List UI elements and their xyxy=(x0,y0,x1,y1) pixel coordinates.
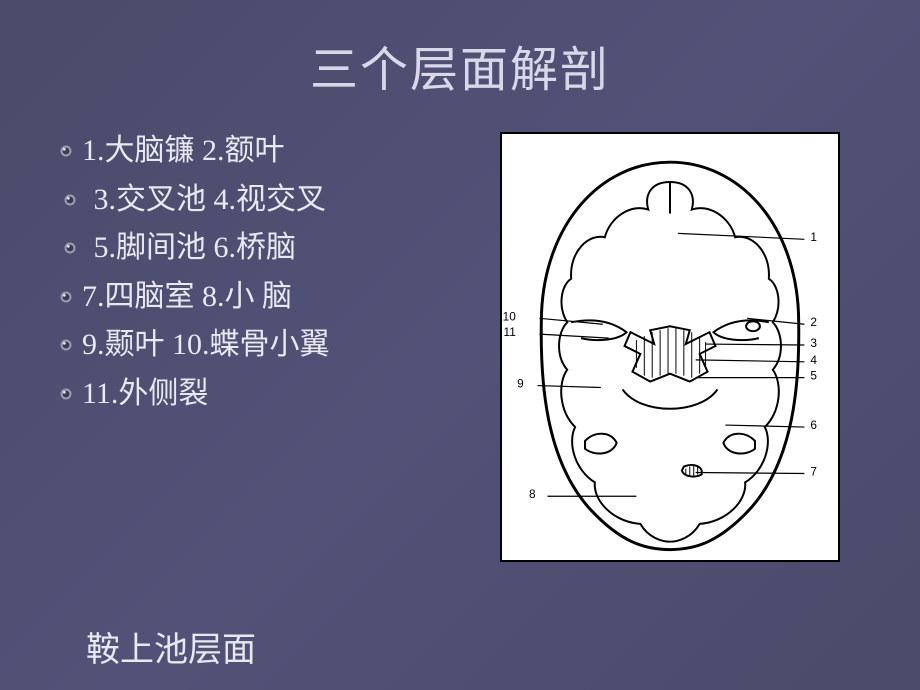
bullet-icon xyxy=(64,242,76,254)
bullet-text: 5.脚间池 6.桥脑 xyxy=(86,225,296,272)
right-hole xyxy=(746,321,760,331)
content-row: 1.大脑镰 2.额叶 3.交叉池 4.视交叉 5.脚间池 6.桥脑7.四脑室 8… xyxy=(60,128,860,562)
bullet-row: 1.大脑镰 2.额叶 xyxy=(60,128,480,175)
bullet-text: 7.四脑室 8.小 脑 xyxy=(82,274,292,321)
slide: 三个层面解剖 1.大脑镰 2.额叶 3.交叉池 4.视交叉 5.脚间池 6.桥脑… xyxy=(0,0,920,690)
cistern-hatching xyxy=(636,328,705,377)
right-wing xyxy=(713,320,768,340)
bullet-text: 9.颞叶 10.蝶骨小翼 xyxy=(82,322,330,369)
label-number: 11 xyxy=(504,325,517,339)
bullet-row: 9.颞叶 10.蝶骨小翼 xyxy=(60,322,480,369)
bullet-row: 11.外侧裂 xyxy=(60,371,480,418)
leader-line xyxy=(696,360,805,362)
leader-line xyxy=(696,473,805,474)
figure-container: 1 2 3 4 5 6 7 10 11 9 8 xyxy=(480,128,860,562)
bullet-icon xyxy=(60,388,72,400)
left-temporal-bump xyxy=(585,434,617,454)
bullet-icon xyxy=(60,145,72,157)
cortex-outline xyxy=(559,182,781,542)
right-temporal-bump xyxy=(723,434,755,454)
pons-arc xyxy=(623,389,718,408)
label-number: 7 xyxy=(810,464,817,478)
label-number: 3 xyxy=(810,336,817,350)
bullet-row: 7.四脑室 8.小 脑 xyxy=(60,274,480,321)
label-number: 4 xyxy=(810,353,817,367)
slide-title: 三个层面解剖 xyxy=(60,30,860,100)
anatomy-svg: 1 2 3 4 5 6 7 10 11 9 8 xyxy=(502,134,838,560)
label-number: 2 xyxy=(810,315,817,329)
bullet-list: 1.大脑镰 2.额叶 3.交叉池 4.视交叉 5.脚间池 6.桥脑7.四脑室 8… xyxy=(60,128,480,419)
label-number: 1 xyxy=(810,230,817,244)
anatomy-diagram: 1 2 3 4 5 6 7 10 11 9 8 xyxy=(500,132,840,562)
leader-line xyxy=(538,386,601,388)
bullet-text: 11.外侧裂 xyxy=(82,371,208,418)
leader-line xyxy=(706,344,805,345)
slide-subtitle: 鞍上池层面 xyxy=(86,622,860,671)
suprasellar-cistern xyxy=(625,326,716,381)
bullet-icon xyxy=(60,291,72,303)
bullet-text: 1.大脑镰 2.额叶 xyxy=(82,128,285,175)
label-number: 10 xyxy=(503,309,517,323)
bullet-icon xyxy=(60,339,72,351)
label-number: 5 xyxy=(810,369,817,383)
label-number: 6 xyxy=(810,418,817,432)
fourth-ventricle xyxy=(682,465,702,477)
bullet-row: 5.脚间池 6.桥脑 xyxy=(64,225,480,272)
leader-line xyxy=(540,334,609,338)
skull-outline xyxy=(541,162,799,549)
label-number: 8 xyxy=(529,487,536,501)
leader-line xyxy=(678,233,804,239)
bullet-icon xyxy=(64,194,76,206)
bullet-row: 3.交叉池 4.视交叉 xyxy=(64,177,480,224)
label-number: 9 xyxy=(517,377,524,391)
bullet-text: 3.交叉池 4.视交叉 xyxy=(86,177,326,224)
